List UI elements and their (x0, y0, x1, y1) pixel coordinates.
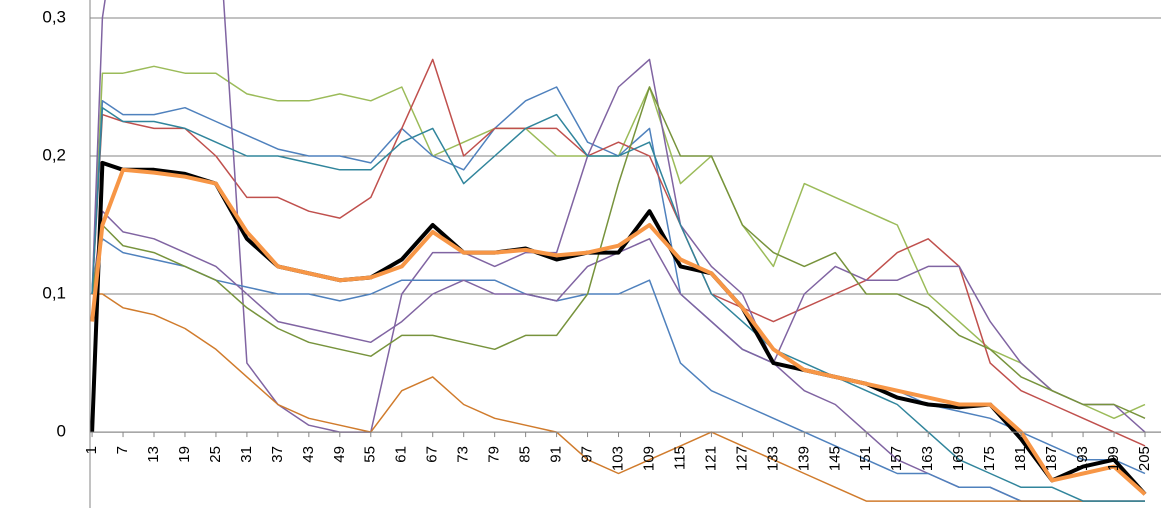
series-line (91, 106, 1145, 502)
x-tick-label: 31 (238, 446, 255, 463)
x-tick-label: 7 (114, 446, 131, 454)
x-tick-label: 79 (486, 446, 503, 463)
x-tick-label: 205 (1136, 446, 1153, 471)
series-line (91, 58, 1146, 447)
x-tick-label: 133 (764, 446, 781, 471)
y-tick-label: 0,2 (42, 145, 66, 164)
x-tick-label: 43 (300, 446, 317, 463)
x-tick-label: 13 (145, 446, 162, 463)
x-tick-label: 187 (1043, 446, 1060, 471)
plot-area (90, 0, 1147, 502)
x-tick-label: 175 (981, 446, 998, 471)
x-tick-label: 37 (269, 446, 286, 463)
x-tick-label: 109 (640, 446, 657, 471)
y-tick-label: 0,1 (42, 284, 66, 303)
x-tick-label: 25 (207, 446, 224, 463)
x-tick-label: 103 (610, 446, 627, 471)
x-tick-label: 121 (702, 446, 719, 471)
x-tick-label: 55 (362, 446, 379, 463)
x-tick-label: 1 (83, 446, 100, 454)
series-line (90, 167, 1147, 496)
x-tick-label: 169 (950, 446, 967, 471)
x-tick-label: 199 (1105, 446, 1122, 471)
x-tick-label: 181 (1012, 446, 1029, 471)
x-tick-label: 19 (176, 446, 193, 463)
x-tick-label: 139 (795, 446, 812, 471)
x-tick-label: 91 (548, 446, 565, 463)
x-tick-label: 97 (579, 446, 596, 463)
x-tick-label: 85 (517, 446, 534, 463)
x-tick-label: 127 (733, 446, 750, 471)
x-tick-label: 151 (857, 446, 874, 471)
series-line (91, 238, 1145, 502)
series-line (91, 86, 1146, 419)
x-tick-label: 49 (331, 446, 348, 463)
x-tick-label: 115 (671, 446, 688, 470)
series-line (90, 160, 1147, 496)
x-tick-label: 67 (424, 446, 441, 463)
x-tick-label: 73 (455, 446, 472, 463)
x-tick-label: 61 (393, 446, 410, 463)
x-tick-label: 145 (826, 446, 843, 471)
y-tick-label: 0,3 (42, 7, 66, 26)
x-tick-label: 163 (919, 446, 936, 471)
y-tick-label: 0 (57, 422, 66, 441)
series-line (91, 86, 1146, 475)
series-line (91, 210, 1146, 433)
x-tick-label: 157 (888, 446, 905, 471)
x-tick-label: 193 (1074, 446, 1091, 471)
series-line (92, 293, 1145, 502)
axes: 0 0,1 0,2 0,3 1 7 13 19 25 31 37 43 49 55 61 67 73 79 85 91… (42, 0, 1161, 508)
